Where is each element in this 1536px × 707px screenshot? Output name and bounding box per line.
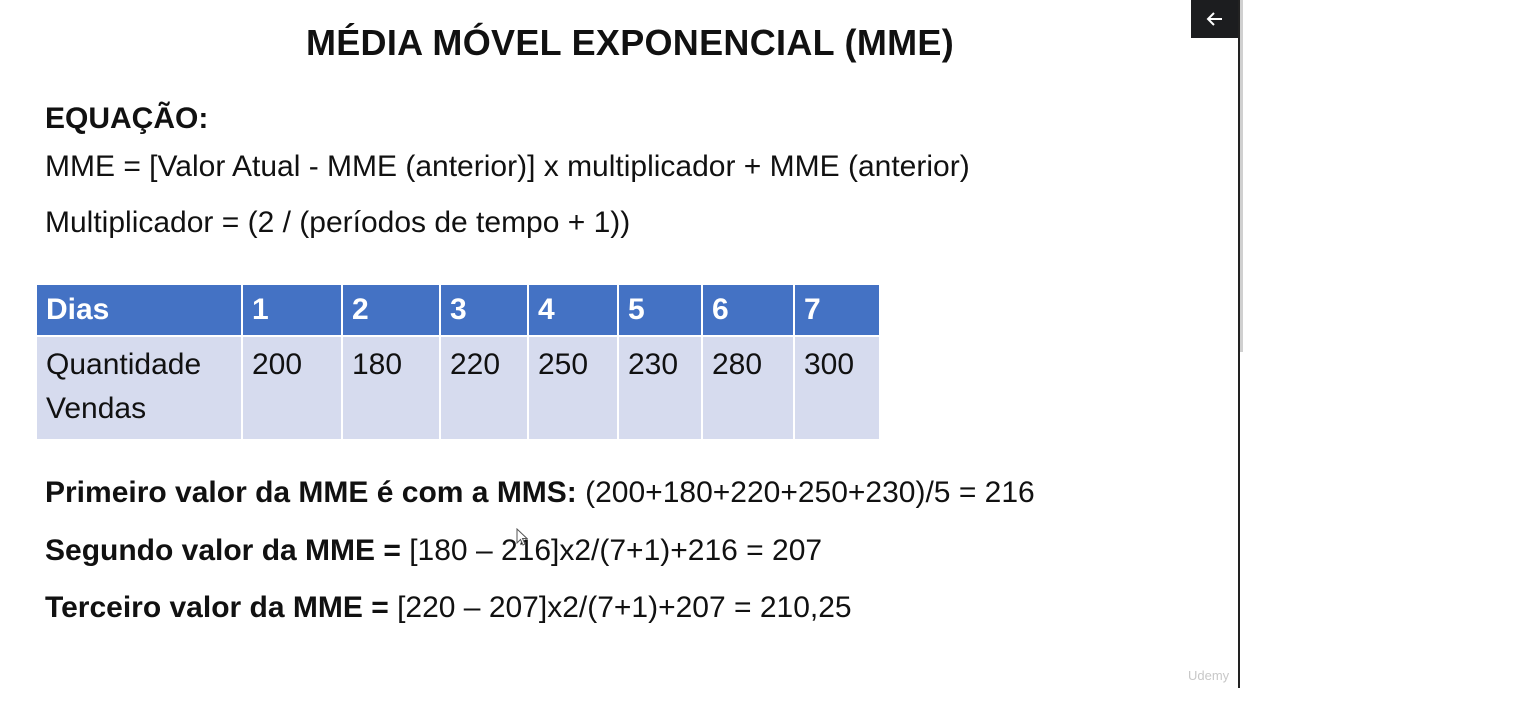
result-formula: [220 – 207]x2/(7+1)+207 = 210,25 (388, 591, 852, 624)
table-cell: 200 (241, 335, 343, 441)
sales-table: Dias 1 2 3 4 5 6 7 Quantidade Vendas 200… (35, 283, 881, 441)
table-cell: 230 (617, 335, 703, 441)
mouse-cursor-icon (516, 528, 528, 546)
table-header-cell: 7 (793, 283, 881, 337)
back-button[interactable] (1191, 0, 1238, 38)
table-cell: 220 (439, 335, 529, 441)
table-cell: 180 (341, 335, 441, 441)
result-label: Terceiro valor da MME = (45, 591, 389, 624)
result-line: Primeiro valor da MME é com a MMS: (200+… (45, 476, 1035, 510)
table-header-cell: 2 (341, 283, 441, 337)
arrow-left-icon (1206, 12, 1222, 26)
result-formula: (200+180+220+250+230)/5 = 216 (576, 476, 1035, 509)
row-label-line: Quantidade (46, 348, 202, 381)
table-header-cell: 4 (527, 283, 619, 337)
result-label: Segundo valor da MME = (45, 534, 401, 567)
table-header-cell: 1 (241, 283, 343, 337)
multiplier-formula: Multiplicador = (2 / (períodos de tempo … (45, 206, 631, 239)
row-label-cell: Quantidade Vendas (35, 335, 243, 441)
udemy-watermark: Udemy (1188, 668, 1230, 683)
result-formula: [180 – 216]x2/(7+1)+216 = 207 (400, 534, 823, 567)
table-header-cell: 5 (617, 283, 703, 337)
equation-formula: MME = [Valor Atual - MME (anterior)] x m… (45, 150, 970, 183)
lecture-slide: MÉDIA MÓVEL EXPONENCIAL (MME) EQUAÇÃO: M… (35, 22, 1230, 683)
equation-heading: EQUAÇÃO: (45, 102, 209, 135)
result-line: Terceiro valor da MME = [220 – 207]x2/(7… (45, 591, 852, 625)
table-cell: 250 (527, 335, 619, 441)
table-header-cell: Dias (35, 283, 243, 337)
result-line: Segundo valor da MME = [180 – 216]x2/(7+… (45, 534, 822, 568)
scrollbar[interactable] (1240, 0, 1243, 352)
table-header-cell: 6 (701, 283, 795, 337)
table-cell: 280 (701, 335, 795, 441)
result-label: Primeiro valor da MME é com a MMS: (45, 476, 577, 509)
row-label-line: Vendas (46, 392, 147, 425)
table-cell: 300 (793, 335, 881, 441)
panel-divider (1238, 0, 1240, 688)
table-row: Quantidade Vendas 200 180 220 250 230 28… (35, 335, 881, 441)
slide-title: MÉDIA MÓVEL EXPONENCIAL (MME) (305, 22, 955, 63)
table-header-cell: 3 (439, 283, 529, 337)
table-header-row: Dias 1 2 3 4 5 6 7 (35, 283, 881, 337)
